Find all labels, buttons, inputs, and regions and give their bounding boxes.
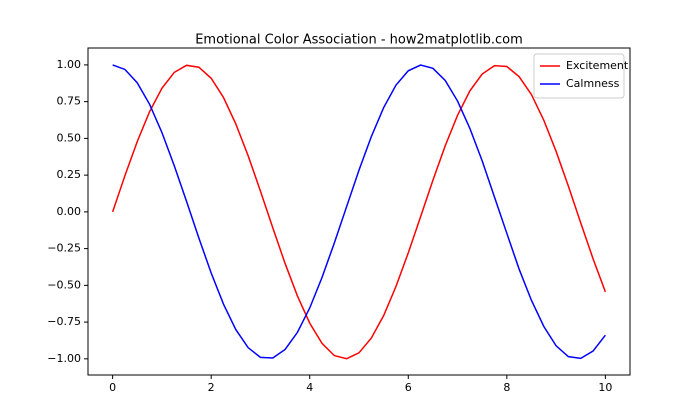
line-series xyxy=(111,64,607,360)
y-tick-label: 0.50 xyxy=(57,131,82,144)
y-tick-label: 0.00 xyxy=(57,205,82,218)
y-tick-label: −0.50 xyxy=(47,278,81,291)
legend-box xyxy=(533,53,625,99)
x-tick-label: 2 xyxy=(208,381,215,394)
line-series xyxy=(112,64,606,360)
x-tick-label: 4 xyxy=(306,381,313,394)
x-tick-label: 8 xyxy=(503,381,510,394)
chart-title: Emotional Color Association - how2matplo… xyxy=(195,33,523,48)
plot-frame xyxy=(87,47,631,376)
y-tick-label: 0.75 xyxy=(57,95,82,108)
x-tick-label: 0 xyxy=(109,381,116,394)
y-tick-label: 0.25 xyxy=(57,168,82,181)
y-tick-label: −1.00 xyxy=(47,352,81,365)
legend-label: Calmness xyxy=(566,77,620,90)
x-tick-label: 10 xyxy=(598,381,612,394)
y-tick-label: 1.00 xyxy=(57,58,82,71)
y-tick-label: −0.75 xyxy=(47,315,81,328)
legend-label: Excitement xyxy=(566,59,629,72)
y-tick-label: −0.25 xyxy=(47,242,81,255)
x-tick-label: 6 xyxy=(405,381,412,394)
